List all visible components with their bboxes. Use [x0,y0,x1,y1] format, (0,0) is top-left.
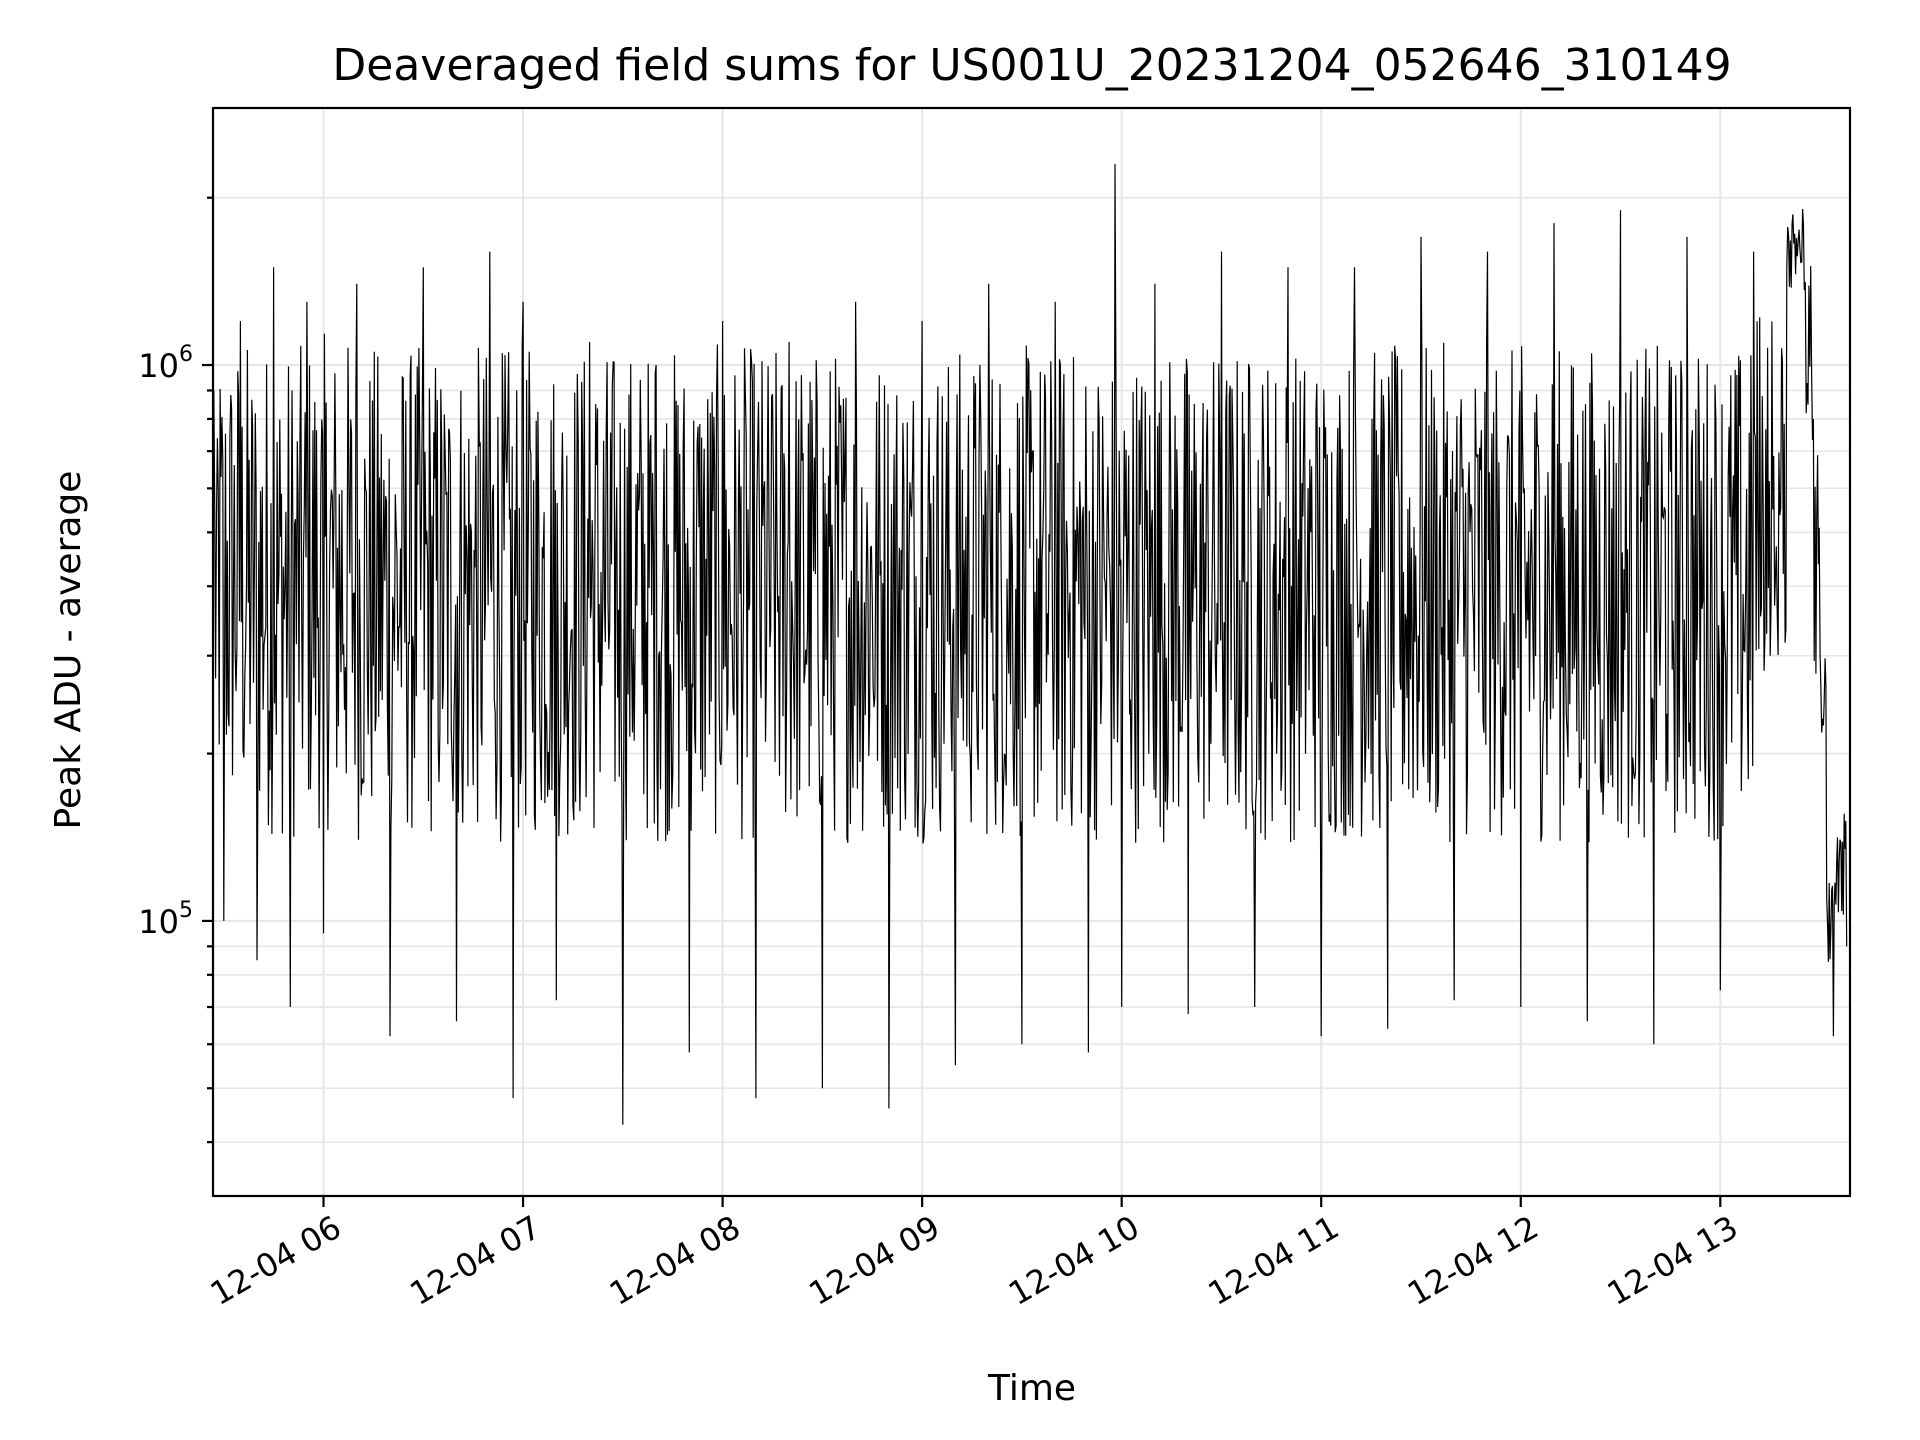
chart-title: Deaveraged field sums for US001U_2023120… [332,40,1731,91]
plot-frame [211,106,1852,1198]
y-tick-exponent: 6 [179,342,193,367]
series-line [213,163,1848,1125]
x-axis-label: Time [987,1368,1076,1409]
y-tick-base: 10 [138,903,179,941]
y-tick-exponent: 5 [179,898,193,923]
y-tick-label: 106 [138,342,193,385]
y-tick-base: 10 [138,347,179,385]
y-tick-label: 105 [138,898,193,941]
series-layer [213,163,1848,1125]
y-axis-label: Peak ADU - average [48,471,89,830]
